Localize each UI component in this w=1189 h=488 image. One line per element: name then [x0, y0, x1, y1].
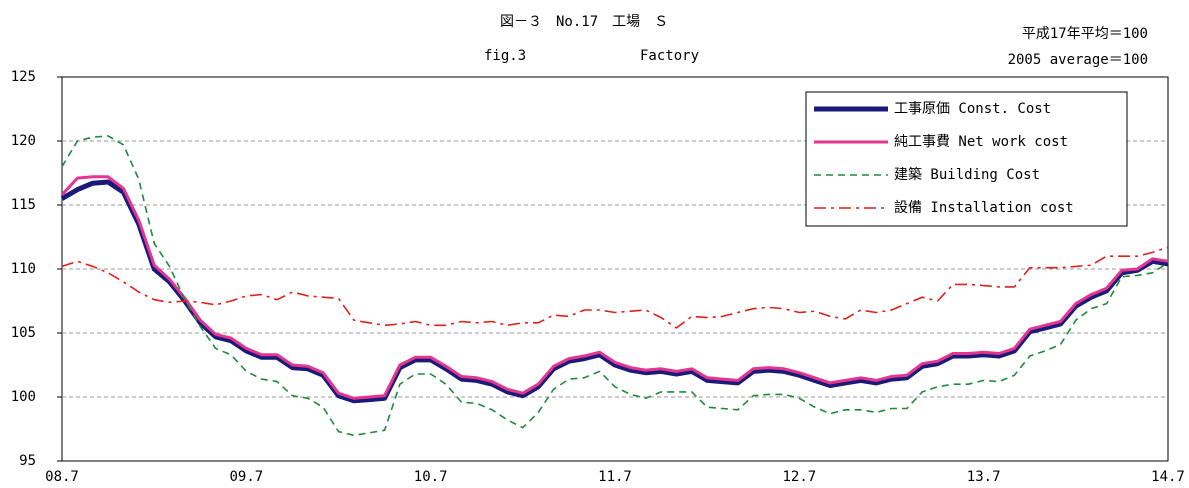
- y-tick-label: 110: [11, 261, 36, 277]
- y-tick-label: 115: [11, 197, 36, 213]
- legend-label: 工事原価 Const. Cost: [894, 101, 1051, 117]
- series-line: [61, 135, 1169, 437]
- series-line: [61, 246, 1169, 329]
- chart-title: 図－３ No.17 工場 Ｓ: [500, 14, 668, 30]
- x-tick-label: 12.7: [782, 469, 816, 485]
- legend-label: 純工事費 Net work cost: [894, 134, 1068, 150]
- chart-subtitle: fig.3: [484, 48, 526, 64]
- y-tick-label: 95: [19, 453, 36, 469]
- y-tick-label: 100: [11, 389, 36, 405]
- base-note: 平成17年平均＝100: [1022, 26, 1148, 42]
- x-tick-label: 14.7: [1151, 469, 1185, 485]
- x-tick-label: 08.7: [45, 469, 79, 485]
- legend-label: 設備 Installation cost: [894, 200, 1074, 216]
- base-note: 2005 average＝100: [1008, 52, 1148, 68]
- y-tick-label: 105: [11, 325, 36, 341]
- y-tick-label: 120: [11, 133, 36, 149]
- chart-subtitle: Factory: [640, 48, 699, 64]
- x-tick-label: 09.7: [229, 469, 263, 485]
- y-tick-label: 125: [11, 69, 36, 85]
- x-tick-label: 13.7: [967, 469, 1001, 485]
- series-line: [60, 175, 1169, 400]
- legend-label: 建築 Building Cost: [894, 167, 1040, 183]
- x-tick-label: 10.7: [414, 469, 448, 485]
- legend-box: [805, 91, 1128, 227]
- series-line: [60, 179, 1169, 404]
- x-tick-label: 11.7: [598, 469, 632, 485]
